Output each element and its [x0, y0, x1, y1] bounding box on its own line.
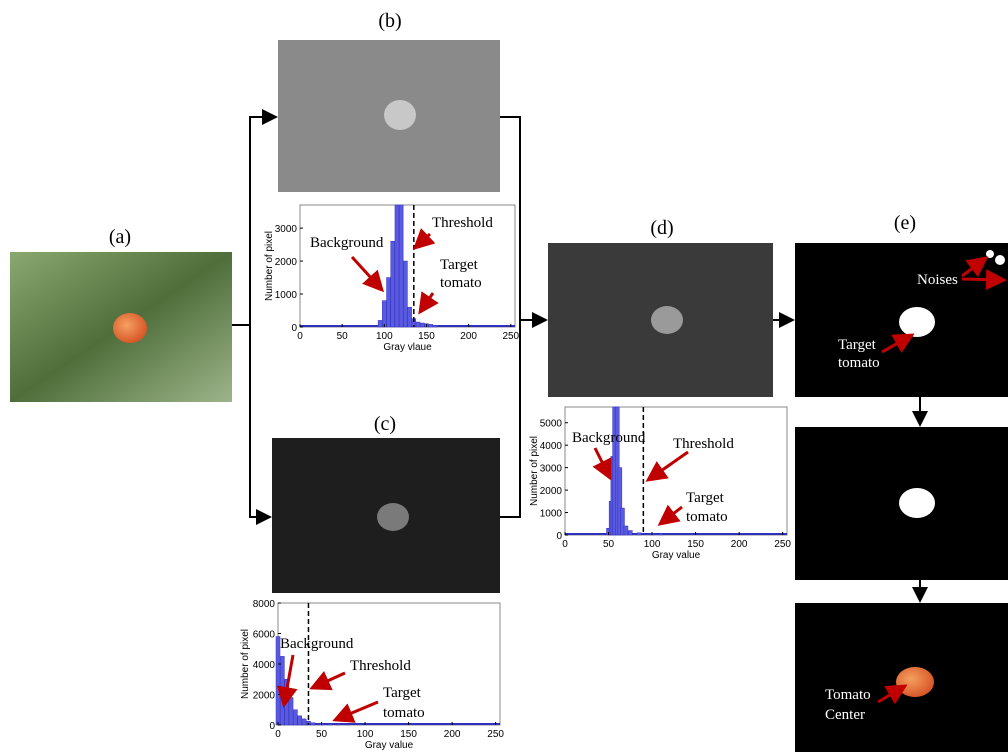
- x-tick-label: 200: [731, 539, 748, 550]
- x-tick-label: 50: [316, 729, 328, 740]
- bar: [416, 322, 420, 327]
- image-d: [548, 243, 773, 397]
- y-tick-label: 0: [291, 323, 297, 334]
- bar: [298, 716, 302, 725]
- bar: [420, 323, 424, 327]
- annotation: Threshold: [432, 215, 493, 231]
- bar: [628, 531, 632, 535]
- x-tick-label: 200: [444, 729, 461, 740]
- bar: [311, 723, 315, 725]
- bar: [659, 534, 663, 535]
- annotation: Threshold: [673, 436, 734, 452]
- image-a: [10, 252, 232, 402]
- plot-area: [565, 407, 787, 535]
- x-tick-label: 0: [562, 539, 568, 550]
- bar: [378, 320, 382, 327]
- y-axis-label: Number of pixel: [529, 436, 540, 506]
- annotation: Tomato: [825, 687, 871, 703]
- bar: [624, 526, 628, 535]
- y-tick-label: 1000: [540, 509, 563, 520]
- bar: [395, 205, 399, 327]
- y-tick-label: 8000: [253, 599, 276, 610]
- annotation: tomato: [838, 355, 880, 371]
- x-tick-label: 0: [297, 331, 303, 342]
- y-tick-label: 2000: [275, 257, 298, 268]
- annotation: Center: [825, 707, 865, 723]
- panel-label: (e): [894, 212, 916, 234]
- x-tick-label: 250: [487, 729, 504, 740]
- annotation: Target: [383, 685, 422, 701]
- bar: [399, 205, 403, 327]
- baseline: [565, 533, 787, 535]
- x-tick-label: 100: [357, 729, 374, 740]
- histogram: 0 50 100 150 200 250 0 1000 2000 3000 Gray vlaue Nu…: [264, 205, 520, 353]
- annotation: Target: [838, 337, 877, 353]
- bar: [328, 724, 332, 725]
- panel-label: (a): [109, 226, 131, 248]
- bar: [337, 724, 341, 725]
- y-tick-label: 3000: [275, 224, 298, 235]
- histogram: 0 50 100 150 200 250 0 2000 4000 6000 8000 Gray val…: [240, 599, 504, 751]
- bar: [637, 533, 641, 535]
- y-axis-label: Number of pixel: [264, 231, 275, 301]
- annotation: Background: [572, 430, 646, 446]
- annotation: Background: [280, 636, 354, 652]
- bar: [382, 301, 386, 327]
- y-tick-label: 0: [269, 721, 275, 732]
- bar: [408, 307, 412, 327]
- bar: [433, 325, 437, 327]
- x-tick-label: 0: [275, 729, 281, 740]
- annotation: tomato: [383, 705, 425, 721]
- figure: (a) (b) (c) (d) (e) Noises Target tomato…: [0, 0, 1008, 752]
- bar: [387, 278, 391, 327]
- histogram: 0 50 100 150 200 250 0 1000 2000 3000 4000 5000 Gray…: [529, 407, 791, 561]
- bar: [429, 324, 433, 327]
- y-tick-label: 3000: [540, 464, 563, 475]
- x-tick-label: 100: [376, 331, 393, 342]
- x-tick-label: 50: [337, 331, 349, 342]
- bar: [280, 656, 284, 725]
- bar: [403, 261, 407, 327]
- image-b: [278, 40, 500, 192]
- annotation: tomato: [440, 275, 482, 291]
- y-tick-label: 4000: [540, 441, 563, 452]
- x-axis-label: Gray value: [365, 740, 414, 751]
- panel-label: (c): [374, 413, 396, 435]
- annotation: Noises: [917, 272, 958, 288]
- x-tick-label: 200: [460, 331, 477, 342]
- bar: [391, 241, 395, 327]
- x-tick-label: 100: [644, 539, 661, 550]
- bar: [289, 698, 293, 725]
- y-tick-label: 0: [556, 531, 562, 542]
- bar: [346, 724, 350, 725]
- y-tick-label: 1000: [275, 290, 298, 301]
- x-tick-label: 250: [774, 539, 791, 550]
- x-tick-label: 150: [400, 729, 417, 740]
- bar: [293, 710, 297, 725]
- bar: [302, 719, 306, 725]
- y-tick-label: 4000: [253, 660, 276, 671]
- annotation: Threshold: [350, 658, 411, 674]
- x-tick-label: 150: [418, 331, 435, 342]
- x-tick-label: 250: [502, 331, 519, 342]
- y-tick-label: 5000: [540, 419, 563, 430]
- x-tick-label: 150: [687, 539, 704, 550]
- annotation: Target: [440, 257, 479, 273]
- annotation: tomato: [686, 509, 728, 525]
- x-axis-label: Gray value: [652, 550, 701, 561]
- annotation: Background: [310, 235, 384, 251]
- panel-label: (b): [378, 10, 401, 32]
- annotation: Target: [686, 490, 725, 506]
- panel-label: (d): [650, 217, 673, 239]
- image-e: [795, 243, 1008, 752]
- x-axis-label: Gray vlaue: [383, 342, 432, 353]
- y-axis-label: Number of pixel: [240, 629, 251, 699]
- y-tick-label: 6000: [253, 630, 276, 641]
- image-c: [272, 438, 500, 593]
- y-tick-label: 2000: [253, 691, 276, 702]
- y-tick-label: 2000: [540, 486, 563, 497]
- x-tick-label: 50: [603, 539, 615, 550]
